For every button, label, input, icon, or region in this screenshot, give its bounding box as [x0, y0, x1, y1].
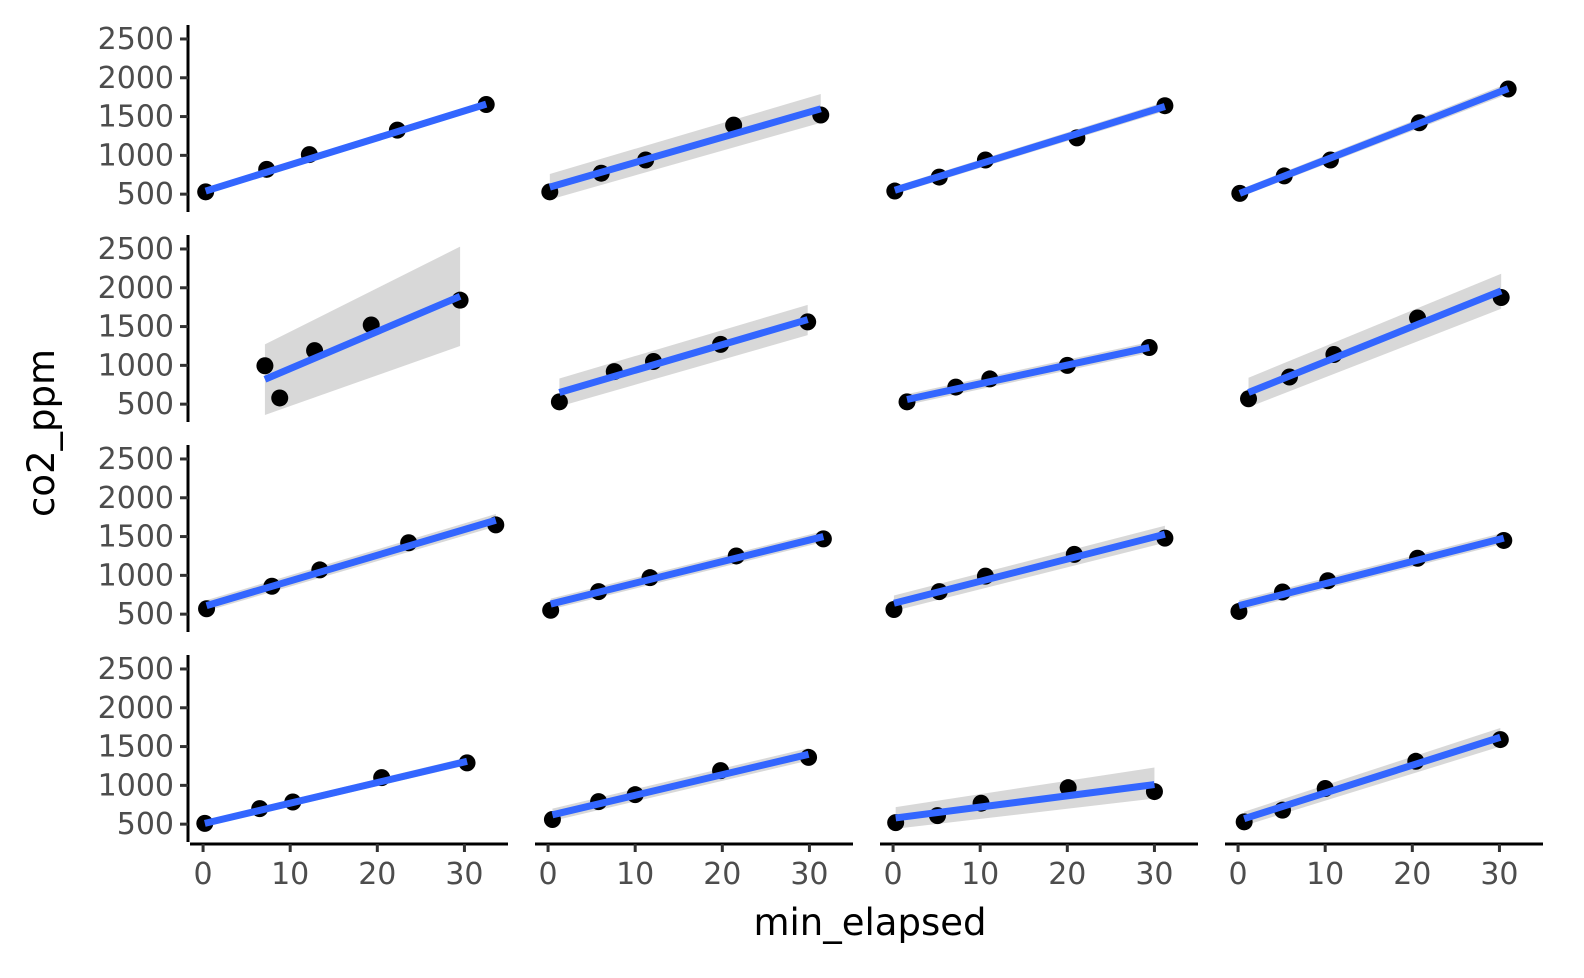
data-point	[256, 357, 274, 375]
x-tick-label: 20	[358, 857, 396, 892]
facet-panel	[898, 339, 1158, 411]
x-tick-label: 10	[271, 857, 309, 892]
facet-panel	[198, 514, 505, 618]
fit-line	[551, 750, 810, 819]
facet-panel	[1231, 80, 1517, 202]
y-tick-label: 2500	[98, 652, 174, 687]
y-tick-label: 1500	[98, 730, 174, 765]
y-tick-label: 2500	[98, 442, 174, 477]
fit-line	[1243, 733, 1502, 823]
fit-line	[906, 344, 1150, 403]
facet-panel	[256, 246, 469, 416]
facet-panel	[886, 97, 1174, 200]
facet-panel	[197, 96, 495, 201]
x-tick-label: 0	[194, 857, 213, 892]
y-tick-label: 1000	[98, 558, 174, 593]
y-tick-label: 2000	[98, 61, 174, 96]
facet-panel	[543, 748, 818, 828]
x-tick-label: 0	[1229, 857, 1248, 892]
facet-panel	[542, 530, 832, 619]
facet-panel	[1240, 273, 1510, 408]
x-tick-label: 10	[616, 857, 654, 892]
fit-line	[1238, 85, 1510, 197]
facet-panel	[541, 94, 830, 201]
fit-line	[1238, 534, 1505, 610]
data-point	[271, 389, 289, 407]
y-axis-title: co2_ppm	[20, 349, 63, 517]
y-tick-label: 1000	[98, 138, 174, 173]
y-tick-label: 500	[117, 807, 174, 842]
x-axis-title: min_elapsed	[753, 901, 986, 944]
facet-panel	[196, 754, 476, 832]
fit-line	[893, 103, 1166, 194]
x-tick-label: 20	[1048, 857, 1086, 892]
x-tick-label: 20	[703, 857, 741, 892]
x-tick-label: 20	[1393, 857, 1431, 892]
y-tick-label: 2500	[98, 232, 174, 267]
fit-line	[895, 781, 1155, 822]
facet-panel	[887, 767, 1163, 832]
x-tick-label: 30	[1480, 857, 1518, 892]
y-tick-label: 2500	[98, 22, 174, 57]
y-tick-label: 500	[117, 177, 174, 212]
y-tick-label: 2000	[98, 691, 174, 726]
fit-line	[1247, 287, 1503, 396]
x-tick-label: 0	[884, 857, 903, 892]
fit-line	[205, 516, 497, 609]
y-tick-label: 500	[117, 597, 174, 632]
y-tick-label: 1500	[98, 100, 174, 135]
x-tick-label: 10	[1306, 857, 1344, 892]
fit-line	[204, 757, 468, 827]
y-tick-label: 2000	[98, 271, 174, 306]
fit-line	[549, 533, 825, 608]
y-tick-label: 500	[117, 387, 174, 422]
fit-line	[263, 293, 462, 383]
facet-panel	[885, 525, 1174, 618]
fit-line	[548, 105, 822, 191]
fit-line	[893, 530, 1166, 607]
y-tick-label: 1000	[98, 768, 174, 803]
x-tick-label: 30	[1135, 857, 1173, 892]
x-tick-label: 30	[790, 857, 828, 892]
facet-panels	[196, 80, 1517, 832]
axes: 5001000150020002500500100015002000250050…	[98, 22, 1543, 892]
y-tick-label: 1500	[98, 310, 174, 345]
fit-line	[558, 316, 809, 396]
y-tick-label: 1500	[98, 520, 174, 555]
x-tick-label: 10	[961, 857, 999, 892]
y-tick-label: 2000	[98, 481, 174, 516]
x-tick-label: 0	[539, 857, 558, 892]
facet-panel	[1230, 531, 1513, 620]
fit-line	[204, 100, 488, 195]
facet-panel	[550, 304, 817, 411]
facet-panel	[1235, 727, 1509, 831]
confidence-band	[264, 246, 461, 416]
data-point	[550, 393, 568, 411]
y-tick-label: 1000	[98, 348, 174, 383]
x-tick-label: 30	[445, 857, 483, 892]
